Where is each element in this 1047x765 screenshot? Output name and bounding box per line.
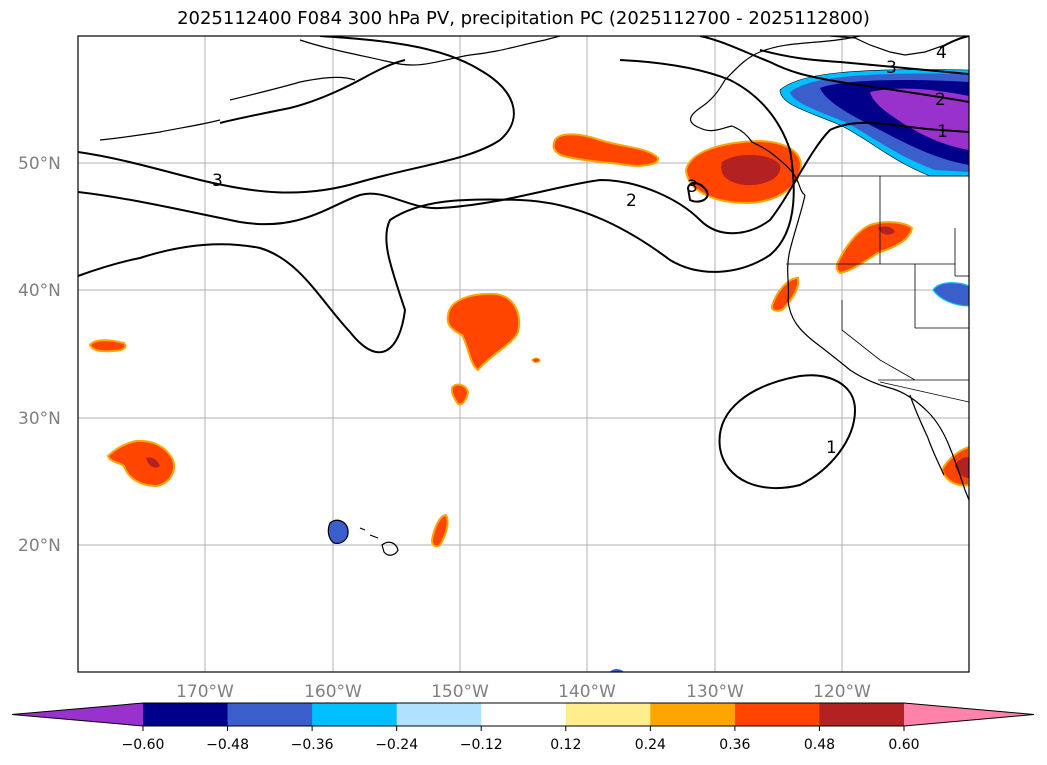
colorbar-tick-label: −0.12 xyxy=(460,737,503,753)
contour-label: 1 xyxy=(826,438,837,458)
political-borders xyxy=(786,175,969,403)
colorbar-tick-label: 0.12 xyxy=(550,737,581,753)
lat-label: 20°N xyxy=(18,536,61,556)
colorbar-segment xyxy=(143,703,229,726)
contour-label: 3 xyxy=(212,171,223,191)
colorbar-segment xyxy=(227,703,313,726)
coastlines xyxy=(99,36,969,556)
colorbar-segment xyxy=(481,703,567,726)
lon-label: 150°W xyxy=(431,682,489,702)
colorbar-tick-label: 0.48 xyxy=(804,737,835,753)
contour-label: 1 xyxy=(937,122,948,142)
gridlines xyxy=(78,36,969,672)
lon-label: 160°W xyxy=(304,682,362,702)
colorbar-segment xyxy=(396,703,482,726)
colorbar-segment xyxy=(565,703,651,726)
contour-labels: 3 2 3 3 2 1 4 1 xyxy=(212,43,948,458)
lon-label: 130°W xyxy=(686,682,744,702)
colorbar-segment xyxy=(312,703,398,726)
lat-labels: 50°N 40°N 30°N 20°N xyxy=(18,154,61,556)
colorbar-segment xyxy=(650,703,736,726)
colorbar-tick-label: −0.60 xyxy=(122,737,165,753)
positive-precip-shading xyxy=(88,133,969,548)
lon-label: 170°W xyxy=(176,682,234,702)
contour-label: 2 xyxy=(935,90,946,110)
map-plot-area: 3 2 3 3 2 1 4 1 xyxy=(78,36,969,672)
colorbar-extend-max xyxy=(904,703,1034,726)
lon-label: 120°W xyxy=(813,682,871,702)
contour-label: 3 xyxy=(886,58,897,78)
colorbar-tick-label: 0.36 xyxy=(719,737,750,753)
lat-label: 30°N xyxy=(18,409,61,429)
contour-label: 4 xyxy=(936,43,947,63)
colorbar-segment xyxy=(734,703,820,726)
contour-label: 3 xyxy=(687,177,698,197)
colorbar-tick-label: 0.60 xyxy=(888,737,919,753)
colorbar-tick-label: −0.48 xyxy=(206,737,249,753)
lat-label: 50°N xyxy=(18,154,61,174)
pv-contours xyxy=(78,36,969,490)
colorbar-extend-min xyxy=(12,703,143,726)
lon-label: 140°W xyxy=(558,682,616,702)
colorbar xyxy=(11,702,1035,727)
colorbar-segment xyxy=(819,703,905,726)
lat-label: 40°N xyxy=(18,281,61,301)
colorbar-tick-label: 0.24 xyxy=(635,737,666,753)
contour-label: 2 xyxy=(626,191,637,211)
colorbar-tick-label: −0.36 xyxy=(291,737,334,753)
lon-labels: 170°W 160°W 150°W 140°W 130°W 120°W xyxy=(176,682,871,702)
map-frame xyxy=(77,35,970,673)
colorbar-ticks: −0.60 −0.48 −0.36 −0.24 −0.12 0.12 0.24 0.36 0.4… xyxy=(122,726,920,753)
colorbar-tick-label: −0.24 xyxy=(375,737,418,753)
map-title: 2025112400 F084 300 hPa PV, precipitatio… xyxy=(177,8,870,29)
